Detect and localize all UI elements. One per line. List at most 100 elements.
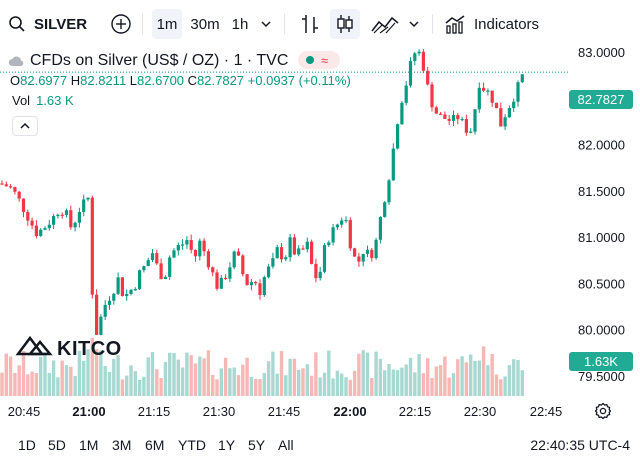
volume-bar bbox=[82, 360, 86, 396]
candle-body bbox=[69, 210, 73, 228]
volume-bar bbox=[516, 360, 520, 396]
volume-bar bbox=[43, 352, 47, 396]
candle-body bbox=[228, 267, 232, 279]
volume-bar bbox=[51, 360, 56, 396]
volume-bar bbox=[73, 376, 77, 396]
candle-body bbox=[451, 115, 456, 121]
volume-bar bbox=[215, 379, 219, 396]
candle-body bbox=[159, 263, 163, 280]
volume-bar bbox=[223, 357, 228, 396]
collapse-legend-button[interactable] bbox=[12, 116, 38, 136]
y-tick-label: 80.5000 bbox=[578, 276, 625, 291]
volume-bar bbox=[112, 359, 116, 396]
gear-icon[interactable] bbox=[594, 402, 612, 420]
volume-bar bbox=[77, 350, 82, 396]
range-3m[interactable]: 3M bbox=[112, 437, 132, 453]
candle-body bbox=[443, 114, 447, 119]
chart-style-dropdown[interactable] bbox=[404, 9, 424, 39]
candle-body bbox=[365, 249, 370, 254]
volume-bar bbox=[17, 365, 21, 396]
volume-bar bbox=[245, 357, 249, 396]
candle-body bbox=[374, 239, 378, 259]
candle-style-button[interactable] bbox=[330, 9, 360, 39]
y-tick-label: 81.0000 bbox=[578, 230, 625, 245]
candle-body bbox=[39, 229, 43, 236]
candle-body bbox=[103, 304, 107, 317]
market-status-pill[interactable]: ≈ bbox=[298, 51, 340, 69]
indicators-button[interactable]: Indicators bbox=[444, 9, 548, 39]
volume-bar bbox=[219, 368, 223, 396]
volume-bar bbox=[133, 371, 137, 396]
interval-1m[interactable]: 1m bbox=[152, 9, 182, 39]
candle-body bbox=[361, 253, 365, 262]
volume-bar bbox=[477, 360, 481, 396]
cloud-icon bbox=[8, 56, 24, 66]
volume-bar bbox=[34, 373, 39, 396]
range-1d[interactable]: 1D bbox=[18, 437, 36, 453]
range-1y[interactable]: 1Y bbox=[218, 437, 236, 453]
open-value: 82.6977 bbox=[20, 73, 68, 88]
range-1m[interactable]: 1M bbox=[79, 437, 99, 453]
range-all[interactable]: All bbox=[278, 437, 294, 453]
volume-bar bbox=[503, 376, 507, 396]
volume-value: 1.63 K bbox=[36, 93, 74, 108]
candle-body bbox=[30, 220, 34, 226]
search-icon bbox=[9, 16, 25, 32]
candle-body bbox=[516, 82, 520, 102]
volume-bar bbox=[460, 356, 464, 396]
candle-body bbox=[464, 119, 468, 133]
candle-body bbox=[116, 277, 120, 294]
symbol-search[interactable]: SILVER bbox=[8, 9, 104, 39]
volume-bar bbox=[322, 372, 327, 396]
candle-body bbox=[383, 202, 387, 217]
volume-bar bbox=[327, 350, 331, 396]
toolbar-divider bbox=[432, 14, 433, 34]
volume-bar bbox=[69, 366, 73, 396]
interval-dropdown[interactable] bbox=[256, 9, 276, 39]
volume-bar bbox=[395, 370, 400, 396]
y-tick-label: 81.5000 bbox=[578, 184, 625, 199]
candle-body bbox=[133, 289, 137, 291]
volume-bar bbox=[357, 353, 361, 396]
candle-body bbox=[43, 228, 47, 230]
volume-bar bbox=[241, 364, 245, 396]
candle-body bbox=[520, 74, 524, 83]
candle-body bbox=[430, 84, 434, 108]
range-5d[interactable]: 5D bbox=[48, 437, 66, 453]
candle-body bbox=[305, 241, 309, 250]
x-tick-label: 21:45 bbox=[268, 404, 301, 419]
symbol-name: SILVER bbox=[34, 15, 88, 33]
candle-body bbox=[138, 270, 142, 290]
candle-body bbox=[391, 148, 395, 181]
volume-bar bbox=[499, 379, 503, 396]
compare-symbol-button[interactable] bbox=[108, 9, 134, 39]
candle-body bbox=[482, 87, 486, 91]
candle-body bbox=[198, 240, 202, 257]
volume-bar bbox=[142, 376, 146, 396]
area-style-button[interactable] bbox=[368, 9, 402, 39]
candle-body bbox=[404, 85, 408, 103]
volume-bar bbox=[180, 367, 185, 396]
candle-body bbox=[370, 249, 374, 259]
volume-label: Vol bbox=[12, 93, 31, 108]
range-ytd[interactable]: YTD bbox=[178, 437, 206, 453]
volume-bar bbox=[512, 359, 516, 396]
change-value: +0.0937 (+0.11%) bbox=[247, 73, 351, 88]
range-6m[interactable]: 6M bbox=[145, 437, 165, 453]
volume-bar bbox=[266, 361, 271, 396]
x-tick-label: 22:00 bbox=[333, 404, 366, 419]
interval-1h[interactable]: 1h bbox=[231, 15, 249, 33]
candle-body bbox=[288, 237, 292, 258]
volume-bar bbox=[271, 351, 275, 396]
candle-body bbox=[413, 53, 417, 61]
range-5y[interactable]: 5Y bbox=[248, 437, 266, 453]
interval-30m[interactable]: 30m bbox=[190, 15, 220, 33]
bar-style-button[interactable] bbox=[296, 9, 324, 39]
volume-bar bbox=[168, 352, 172, 396]
candle-body bbox=[168, 257, 172, 277]
candle-body bbox=[232, 251, 236, 268]
volume-bar bbox=[125, 375, 129, 396]
x-tick-label: 22:15 bbox=[399, 404, 432, 419]
clock-timezone[interactable]: 22:40:35 UTC-4 bbox=[530, 437, 630, 453]
candle-body bbox=[26, 212, 30, 221]
